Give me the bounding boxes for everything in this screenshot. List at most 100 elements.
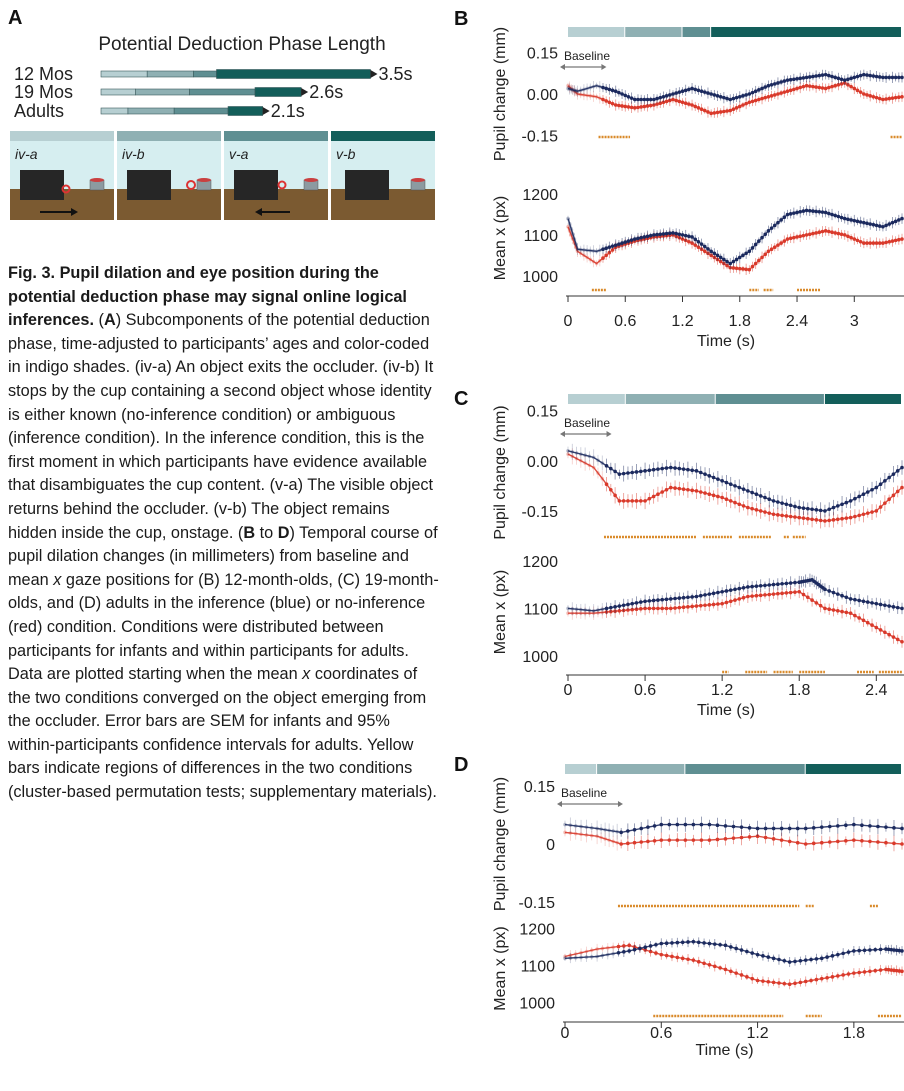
x-axis-label: Time (s) bbox=[697, 333, 755, 350]
charts-column: B C D Baseline 0.15 0.00 -0.15 Pupil change … bbox=[450, 0, 904, 1086]
phase-segment bbox=[100, 70, 148, 78]
pupil-inference-series bbox=[563, 816, 904, 840]
phase-bar-segment bbox=[568, 27, 625, 37]
x-tick-label: 2.4 bbox=[786, 313, 808, 330]
occluder bbox=[234, 170, 278, 200]
phase-segment bbox=[135, 88, 190, 96]
cup-rim bbox=[411, 178, 425, 182]
scene-label: iv-a bbox=[15, 146, 38, 162]
gaze-no_inference-series bbox=[566, 223, 904, 275]
cup-rim bbox=[90, 178, 104, 182]
arrow-left-head bbox=[255, 208, 262, 216]
series-line bbox=[564, 823, 903, 834]
data-point bbox=[900, 842, 904, 846]
phase-bar-segment bbox=[715, 394, 824, 404]
baseline-arrow-right bbox=[617, 801, 623, 807]
row-value: 2.1s bbox=[271, 101, 305, 121]
occluder bbox=[345, 170, 389, 200]
phase-bar-segment bbox=[625, 27, 682, 37]
pupil-no_inference-series bbox=[566, 448, 904, 529]
gaze-inference-series bbox=[566, 573, 904, 618]
gaze-ylabel: Mean x (px) bbox=[492, 926, 509, 1010]
phase-color-bar bbox=[331, 131, 435, 141]
occluder bbox=[127, 170, 171, 200]
gaze-ytick: 1000 bbox=[522, 649, 558, 666]
x-axis-label: Time (s) bbox=[695, 1042, 753, 1059]
phase-bar-segment bbox=[625, 394, 715, 404]
phase-length-diagram: Potential Deduction Phase Length 12 Mos 3.… bbox=[10, 34, 435, 220]
cup-rim bbox=[304, 178, 318, 182]
series-line bbox=[567, 226, 903, 271]
chart-D: Baseline 0.15 0 -0.15 Pupil change (mm) 1200 1… bbox=[492, 764, 904, 1059]
x-tick-label: 1.8 bbox=[843, 1025, 865, 1042]
gaze-inference-series bbox=[563, 936, 904, 968]
x-tick-label: 2.4 bbox=[865, 682, 887, 699]
chart-B: Baseline 0.15 0.00 -0.15 Pupil change (mm) 12… bbox=[492, 27, 904, 350]
phase-length-title: Potential Deduction Phase Length bbox=[98, 34, 385, 55]
row-value: 3.5s bbox=[379, 64, 413, 84]
gaze-ytick: 1000 bbox=[519, 996, 555, 1013]
x-axis-label: Time (s) bbox=[697, 702, 755, 719]
x-tick-label: 0 bbox=[561, 1025, 570, 1042]
scene-label: v-a bbox=[229, 146, 249, 162]
x-tick-label: 3 bbox=[850, 313, 859, 330]
data-point bbox=[900, 94, 904, 99]
phase-bar-segment bbox=[685, 764, 805, 774]
gaze-ylabel: Mean x (px) bbox=[492, 570, 509, 654]
baseline-arrow-right bbox=[606, 431, 612, 437]
baseline-arrow-left bbox=[560, 64, 565, 70]
pupil-ylabel: Pupil change (mm) bbox=[492, 27, 509, 161]
pupil-ytick: 0.15 bbox=[527, 46, 558, 63]
phase-segment bbox=[146, 70, 194, 78]
x-tick-label: 0.6 bbox=[650, 1025, 672, 1042]
phase-bar-segment bbox=[805, 764, 901, 774]
data-point bbox=[563, 956, 567, 961]
scene-iv-b: iv-b bbox=[117, 131, 221, 220]
occluder bbox=[20, 170, 64, 200]
object-icon bbox=[186, 180, 196, 190]
gaze-no_inference-series bbox=[563, 940, 904, 990]
baseline-arrow-right bbox=[601, 64, 607, 70]
baseline-arrow-left bbox=[557, 801, 562, 807]
x-tick-label: 0 bbox=[564, 313, 573, 330]
phase-segment bbox=[189, 88, 256, 96]
pupil-inference-series bbox=[566, 443, 904, 519]
arrow-head bbox=[262, 107, 270, 115]
gaze-ytick: 1200 bbox=[522, 187, 558, 204]
phase-bar-segment bbox=[711, 27, 901, 37]
gaze-ytick: 1000 bbox=[522, 269, 558, 286]
pupil-ytick: 0.15 bbox=[524, 779, 555, 796]
series-line bbox=[564, 940, 903, 963]
pupil-ytick: 0.00 bbox=[527, 87, 558, 104]
pupil-ytick: 0 bbox=[546, 837, 555, 854]
x-tick-label: 1.2 bbox=[746, 1025, 768, 1042]
series-line bbox=[567, 209, 903, 265]
data-point bbox=[563, 822, 567, 827]
pupil-ytick: -0.15 bbox=[519, 895, 556, 912]
gaze-ytick: 1100 bbox=[524, 601, 559, 618]
caption-title: Fig. 3. Pupil dilation and eye position … bbox=[8, 264, 407, 330]
phase-color-bar bbox=[224, 131, 328, 141]
series-line bbox=[567, 450, 903, 512]
panel-letter-d: D bbox=[454, 754, 469, 776]
phase-bar-segment bbox=[568, 394, 625, 404]
pupil-ytick: 0.15 bbox=[527, 404, 558, 421]
phase-row-0: 12 Mos 3.5s bbox=[14, 64, 413, 84]
phase-segment bbox=[216, 69, 371, 79]
panel-letter-c: C bbox=[454, 388, 469, 410]
phase-segment bbox=[193, 70, 217, 78]
pupil-ylabel: Pupil change (mm) bbox=[492, 405, 509, 539]
scene-label: iv-b bbox=[122, 146, 145, 162]
x-tick-label: 1.8 bbox=[788, 682, 810, 699]
phase-bar-segment bbox=[597, 764, 685, 774]
series-line bbox=[567, 73, 902, 101]
scene-label: v-b bbox=[336, 146, 356, 162]
baseline-label: Baseline bbox=[564, 49, 610, 63]
x-tick-label: 0.6 bbox=[634, 682, 656, 699]
time-course-charts: Baseline 0.15 0.00 -0.15 Pupil change (mm) 12… bbox=[492, 27, 904, 1059]
pupil-ytick: 0.00 bbox=[527, 454, 558, 471]
gaze-inference-series bbox=[566, 205, 904, 269]
pupil-inference-series bbox=[566, 69, 904, 106]
phase-segment bbox=[100, 88, 136, 96]
scene-iv-a: iv-a bbox=[10, 131, 114, 220]
